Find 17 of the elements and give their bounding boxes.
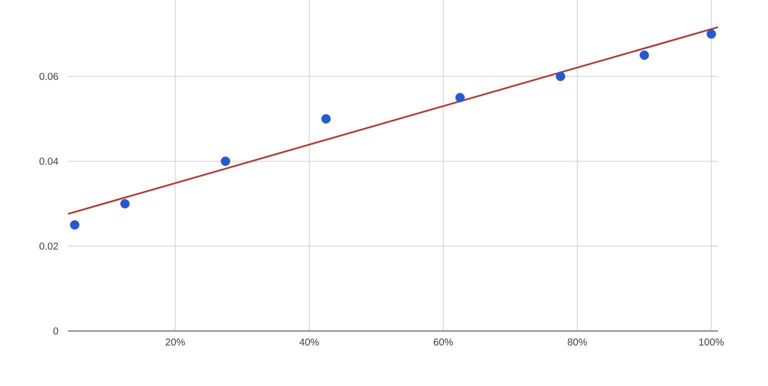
y-tick-label: 0.04	[40, 158, 58, 165]
y-tick-label: 0	[53, 327, 58, 335]
point	[640, 50, 649, 60]
y-tick-label: 0.02	[40, 242, 58, 250]
point	[321, 114, 331, 124]
point	[220, 156, 230, 166]
x-tick-label: 40%	[300, 338, 319, 346]
point	[455, 92, 465, 102]
x-tick-label: 20%	[166, 338, 185, 346]
x-tick-label: 80%	[568, 338, 587, 346]
x-tick-label: 100%	[699, 338, 724, 346]
y-tick-label: 0.06	[40, 72, 58, 80]
x-tick-label: 60%	[434, 338, 453, 346]
point	[556, 72, 566, 82]
point	[70, 220, 80, 230]
point	[706, 29, 716, 39]
point	[120, 199, 130, 208]
